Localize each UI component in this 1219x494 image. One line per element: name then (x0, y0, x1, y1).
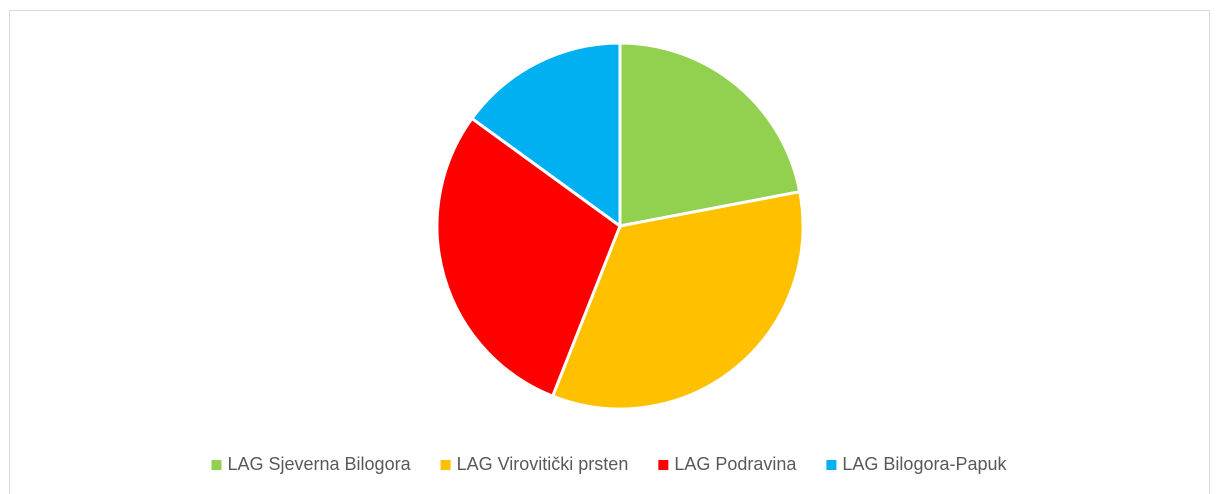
pie-slice (550, 189, 805, 411)
legend-label: LAG Virovitički prsten (457, 454, 629, 474)
legend-swatch (440, 460, 451, 470)
legend-label: LAG Bilogora-Papuk (842, 454, 1007, 474)
legend-swatch (658, 460, 669, 470)
legend-swatch (211, 460, 222, 470)
legend-label: LAG Sjeverna Bilogora (227, 454, 411, 474)
legend-swatch (826, 460, 837, 470)
pie-slice (469, 41, 622, 229)
legend-label: LAG Podravina (674, 454, 797, 474)
pie-slice (435, 116, 622, 399)
pie-slice (618, 41, 802, 228)
